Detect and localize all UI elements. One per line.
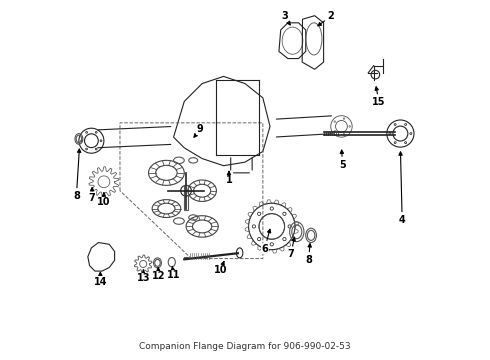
Text: 9: 9 bbox=[194, 124, 204, 137]
Text: 2: 2 bbox=[318, 12, 334, 26]
Text: 7: 7 bbox=[288, 238, 295, 259]
Text: 10: 10 bbox=[97, 193, 111, 207]
Text: 8: 8 bbox=[305, 244, 312, 265]
Text: 11: 11 bbox=[167, 266, 180, 280]
Text: 8: 8 bbox=[73, 149, 81, 201]
Text: 5: 5 bbox=[339, 150, 346, 170]
Text: 1: 1 bbox=[225, 171, 232, 185]
Bar bbox=[184, 185, 188, 210]
Text: 14: 14 bbox=[94, 272, 107, 287]
Text: 3: 3 bbox=[281, 12, 290, 25]
Text: 7: 7 bbox=[89, 188, 96, 203]
Text: 13: 13 bbox=[137, 270, 150, 283]
Text: Companion Flange Diagram for 906-990-02-53: Companion Flange Diagram for 906-990-02-… bbox=[139, 342, 351, 351]
Text: 10: 10 bbox=[214, 261, 227, 275]
Text: 6: 6 bbox=[261, 229, 270, 253]
Text: 15: 15 bbox=[372, 87, 386, 107]
Text: 12: 12 bbox=[152, 267, 165, 282]
Text: 4: 4 bbox=[399, 152, 406, 225]
